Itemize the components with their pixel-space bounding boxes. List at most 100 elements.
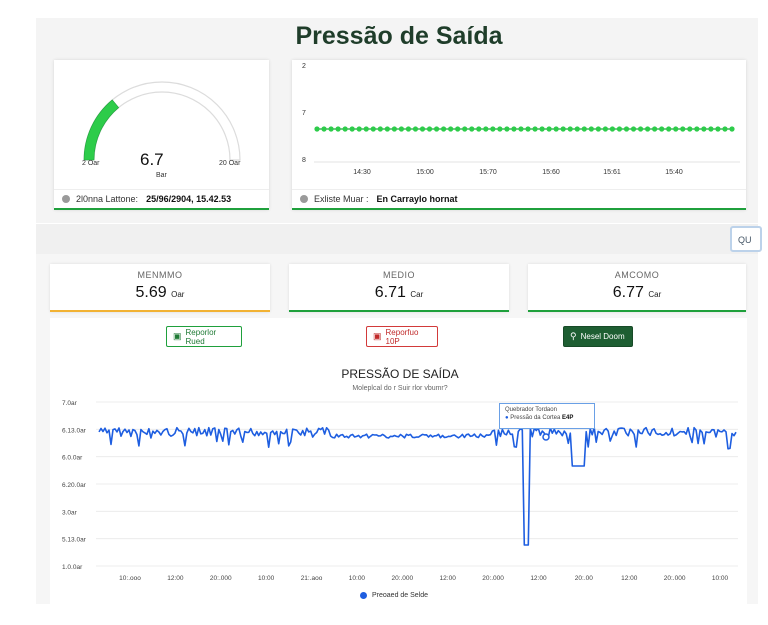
mini-x-tick: 15:61 [603, 169, 621, 176]
stat-min-card: MENMMO 5.69 Oar [50, 264, 270, 312]
mini-point [652, 126, 658, 132]
mini-point [497, 126, 503, 132]
main-chart-panel [50, 318, 747, 604]
state-value: En Carraylo hornat [376, 194, 458, 204]
mini-point [666, 126, 672, 132]
mini-point [701, 126, 707, 132]
mini-point [419, 126, 426, 132]
stat-avg-value-row: 6.71 Car [289, 284, 509, 302]
mini-point [715, 126, 721, 132]
mini-point [553, 126, 559, 132]
mini-point [363, 126, 369, 132]
mini-point [546, 126, 552, 132]
mini-point [567, 126, 573, 132]
gauge-min-label: 2 Oar [82, 160, 100, 167]
report-button-label: Reporfuo 10P [385, 327, 419, 346]
stat-max-unit: Car [648, 290, 662, 299]
mini-point [448, 126, 454, 132]
mini-x-tick: 15:70 [479, 169, 497, 176]
tooltip-label: Pressão da Cortea [510, 415, 561, 421]
mini-point [588, 126, 594, 132]
last-update-value: 25/96/2904, 15.42.53 [146, 194, 232, 204]
mini-point [581, 126, 587, 132]
mini-y-tick: 7 [302, 110, 306, 117]
stat-max-value: 6.77 [612, 284, 644, 301]
mini-point [391, 126, 397, 132]
chart-legend[interactable]: Preoaed de Selde [360, 592, 428, 599]
mini-point [722, 126, 728, 132]
mini-x-tick: 15:60 [542, 169, 560, 176]
reset-zoom-button[interactable]: ⚲ Nesel Doom [563, 326, 633, 347]
mini-point [328, 126, 334, 132]
mini-point [644, 126, 651, 132]
mini-point [469, 126, 475, 132]
stat-avg-unit: Car [410, 290, 424, 299]
mini-point [349, 126, 355, 132]
mini-point [574, 126, 580, 132]
mini-point [462, 126, 468, 132]
side-tab[interactable]: QU [730, 226, 762, 252]
stat-min-unit: Oar [171, 290, 185, 299]
page-title: Pressão de Saída [295, 22, 503, 50]
mini-point [616, 126, 623, 132]
mini-x-tick: 14:30 [353, 169, 371, 176]
mini-point [476, 126, 482, 132]
file-icon: ▣ [173, 331, 182, 341]
gauge-track [83, 81, 241, 161]
mini-point [673, 126, 679, 132]
tooltip-dot-icon: ● [505, 415, 509, 421]
pressure-gauge [83, 81, 241, 161]
last-update-label: 2l0nna Lattone: [76, 194, 139, 204]
mini-point [504, 126, 510, 132]
mini-point [370, 126, 376, 132]
mini-x-tick: 15:40 [665, 169, 683, 176]
mini-point [623, 126, 630, 132]
mini-point [412, 126, 419, 132]
mini-point [518, 126, 524, 132]
mini-point [729, 126, 735, 132]
report-button[interactable]: ▣ Reporfuo 10P [366, 326, 438, 347]
mini-point [609, 126, 616, 132]
stat-avg-card: MEDIO 6.71 Car [289, 264, 509, 312]
mini-point [595, 126, 601, 132]
mini-x-tick: 15:00 [416, 169, 434, 176]
state-label: Exliste Muar : [314, 194, 369, 204]
mini-point [356, 126, 362, 132]
mini-point [708, 126, 714, 132]
stat-max-value-row: 6.77 Car [528, 284, 746, 302]
chart-subtitle: Moleplcal do r Suir rlor vbumr? [352, 385, 448, 392]
status-dot-icon [300, 195, 308, 203]
mini-point [490, 126, 496, 132]
export-button[interactable]: ▣ Reporlor Rued [166, 326, 242, 347]
mini-point [602, 126, 608, 132]
mini-point [321, 126, 327, 132]
mini-point [525, 126, 531, 132]
gauge-max-label: 20 Oar [219, 160, 241, 167]
mini-point [630, 126, 637, 132]
mini-point [539, 126, 545, 132]
stat-min-value-row: 5.69 Oar [50, 284, 270, 302]
mini-point [405, 126, 412, 132]
chart-title: PRESSÃO DE SAÍDA [341, 367, 459, 381]
mini-point [680, 126, 686, 132]
mini-trend-chart: 2 7 8 14:30 15:00 15:70 15:60 15:61 15:40 [302, 63, 740, 176]
gauge-footer: 2l0nna Lattone: 25/96/2904, 15.42.53 [54, 189, 269, 204]
tooltip-title: Quebrador Tordaon [505, 407, 557, 413]
status-dot-icon [62, 195, 70, 203]
reset-zoom-label: Nesel Doom [580, 332, 625, 341]
mini-point [426, 126, 433, 132]
legend-dot-icon [360, 592, 367, 599]
mini-point [532, 126, 538, 132]
mini-point [511, 126, 517, 132]
tooltip-value: E4P [562, 415, 574, 421]
gauge-value: 6.7 [140, 150, 164, 169]
legend-label: Preoaed de Selde [372, 592, 429, 599]
mini-footer: Exliste Muar : En Carraylo hornat [292, 189, 746, 204]
mini-y-tick: 8 [302, 157, 306, 164]
mini-point [433, 126, 440, 132]
mini-point [342, 126, 348, 132]
stat-avg-label: MEDIO [382, 270, 415, 280]
mini-point [694, 126, 700, 132]
gauge-fill [83, 99, 120, 161]
mini-point [314, 126, 320, 132]
